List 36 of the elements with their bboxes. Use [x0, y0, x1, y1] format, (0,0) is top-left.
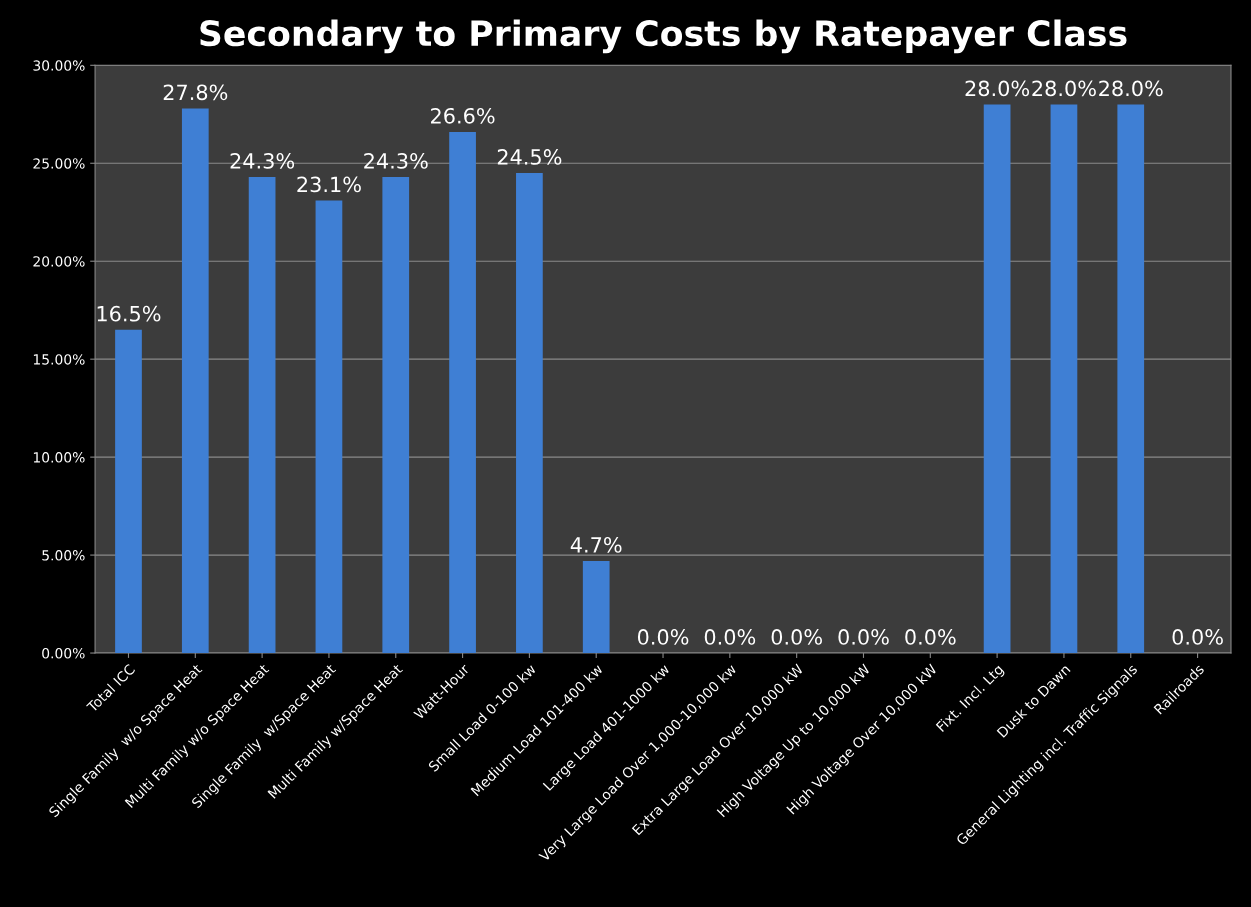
data-label: 24.3% [230, 153, 295, 169]
y-tick-label: 10.00% [33, 452, 85, 463]
data-label: 0.0% [905, 629, 956, 645]
bar [382, 176, 410, 654]
bar [115, 329, 142, 654]
bar [248, 176, 276, 654]
data-label: 0.0% [771, 629, 822, 645]
data-label: 26.6% [431, 107, 495, 124]
data-label: 0.0% [637, 629, 689, 645]
data-label: 23.1% [297, 176, 361, 193]
y-tick-label: 20.00% [33, 256, 85, 267]
chart-title: Secondary to Primary Costs by Ratepayer Class [200, 19, 1127, 54]
data-label: 24.5% [497, 149, 562, 165]
data-label: 28.0% [965, 80, 1030, 97]
data-label: 27.8% [163, 84, 228, 101]
data-label: 16.5% [97, 305, 161, 322]
y-tick-label: 5.00% [42, 550, 85, 561]
data-label: 0.0% [838, 629, 889, 645]
y-tick-label: 25.00% [33, 158, 85, 169]
data-label: 28.0% [1099, 80, 1163, 97]
data-label: 4.7% [570, 537, 622, 553]
y-tick-label: 30.00% [33, 60, 85, 71]
bar [449, 131, 476, 654]
y-tick-label: 15.00% [33, 354, 85, 365]
data-label: 28.0% [1032, 80, 1096, 97]
bar [1117, 104, 1145, 654]
bar [516, 173, 543, 654]
data-label: 0.0% [1172, 629, 1223, 645]
bar [181, 108, 209, 654]
bar [1050, 104, 1078, 654]
bar [582, 560, 610, 654]
data-label: 24.3% [364, 153, 428, 169]
bar [983, 104, 1011, 654]
bar [315, 200, 343, 654]
y-tick-label: 0.00% [42, 648, 85, 659]
data-label: 0.0% [704, 629, 756, 645]
